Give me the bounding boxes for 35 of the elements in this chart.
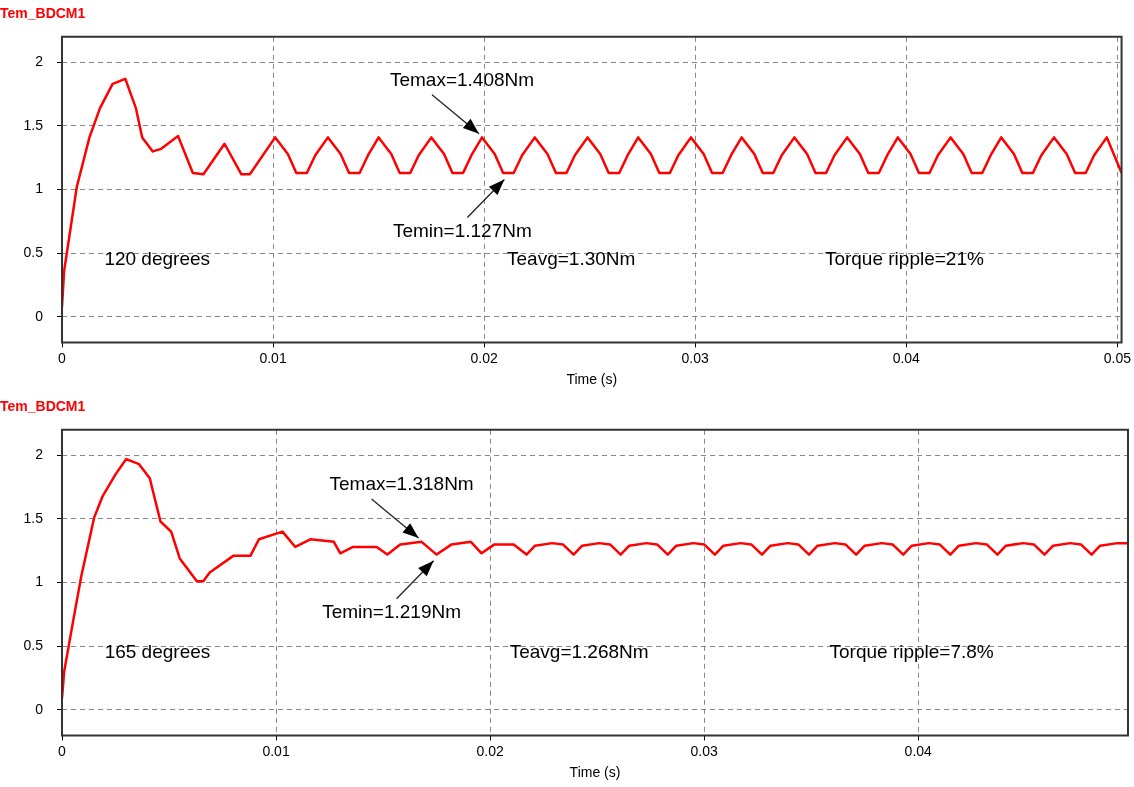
y-tick-label: 1 xyxy=(35,180,44,197)
x-tick-label: 0 xyxy=(58,742,67,759)
annotation: 165 degrees xyxy=(104,641,211,663)
x-tick-label: 0.05 xyxy=(1103,349,1132,366)
x-tick-label: 0.04 xyxy=(904,742,933,759)
annotation: Torque ripple=21% xyxy=(824,248,984,270)
x-tick-label: 0.02 xyxy=(470,349,498,366)
x-tick-label: 0.03 xyxy=(690,742,719,759)
annotation: Torque ripple=7.8% xyxy=(829,641,994,663)
x-tick-label: 0.02 xyxy=(476,742,504,759)
x-axis-title: Time (s) xyxy=(566,371,618,388)
annotation: Temin=1.127Nm xyxy=(392,219,532,241)
annotation: 120 degrees xyxy=(104,248,211,270)
y-tick-label: 0.5 xyxy=(23,244,44,261)
annotation: Teavg=1.30Nm xyxy=(507,248,636,270)
y-tick-label: 2 xyxy=(35,53,44,70)
chart-title: Tem_BDCM1 xyxy=(0,398,86,415)
annotation: Temax=1.408Nm xyxy=(389,68,535,90)
x-axis-title: Time (s) xyxy=(569,764,621,781)
x-tick-label: 0.01 xyxy=(262,742,290,759)
annotation: Temin=1.219Nm xyxy=(322,600,462,622)
x-tick-label: 0.03 xyxy=(681,349,710,366)
y-tick-label: 2 xyxy=(35,446,44,463)
y-tick-label: 1 xyxy=(35,573,44,590)
annotation: Teavg=1.268Nm xyxy=(509,641,649,663)
y-tick-label: 1.5 xyxy=(23,116,44,133)
x-tick-label: 0.04 xyxy=(892,349,921,366)
x-tick-label: 0.01 xyxy=(259,349,287,366)
y-tick-label: 0 xyxy=(35,700,44,717)
chart-title: Tem_BDCM1 xyxy=(0,5,86,22)
y-tick-label: 1.5 xyxy=(23,509,44,526)
x-tick-label: 0 xyxy=(58,349,67,366)
y-tick-label: 0 xyxy=(35,307,44,324)
annotation: Temax=1.318Nm xyxy=(329,473,474,495)
y-tick-label: 0.5 xyxy=(23,637,44,654)
